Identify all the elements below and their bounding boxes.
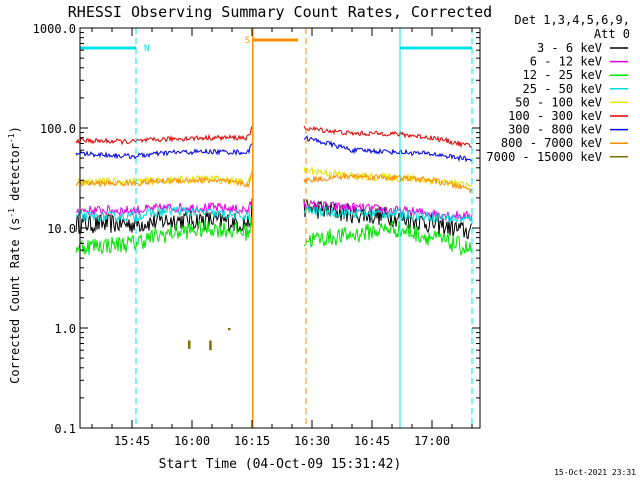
- series-line: [75, 172, 253, 189]
- night-label: N: [144, 44, 149, 54]
- low-energy-mark: [188, 340, 191, 349]
- saa-label: S: [245, 36, 250, 46]
- low-energy-mark: [209, 340, 212, 351]
- y-tick-label: 100.0: [40, 122, 76, 136]
- chart-title: RHESSI Observing Summary Count Rates, Co…: [68, 3, 492, 21]
- x-tick-label: 16:30: [294, 434, 330, 448]
- series-line: [75, 216, 253, 256]
- x-tick-label: 15:45: [114, 434, 150, 448]
- y-axis-label-sup2: -1: [7, 133, 16, 143]
- y-axis-label-main: Corrected Count Rate (s: [8, 218, 22, 384]
- y-axis-label-sup1: -1: [7, 208, 16, 218]
- series-25-50-kev: [75, 204, 473, 224]
- y-tick-label: 0.1: [54, 422, 76, 436]
- series-layer: [75, 125, 473, 257]
- series-line: [303, 125, 473, 149]
- legend-header-2: Att 0: [594, 27, 630, 41]
- series-line: [303, 166, 473, 189]
- legend-label: 100 - 300 keV: [508, 109, 602, 123]
- y-tick-label: 1000.0: [33, 22, 76, 36]
- series-line: [75, 204, 253, 223]
- series-line: [75, 126, 253, 146]
- series-line: [75, 143, 253, 160]
- x-tick-label: 16:15: [234, 434, 270, 448]
- y-tick-label: 1.0: [54, 322, 76, 336]
- series-line: [76, 198, 253, 217]
- legend-label: 50 - 100 keV: [515, 95, 602, 109]
- legend-label: 6 - 12 keV: [530, 55, 602, 69]
- y-axis-label-end: ): [8, 126, 22, 133]
- series-line: [303, 220, 473, 257]
- series-12-25-kev: [75, 216, 473, 257]
- y-tick-label: 10.0: [47, 222, 76, 236]
- x-tick-label: 16:00: [174, 434, 210, 448]
- legend-label: 25 - 50 keV: [523, 82, 602, 96]
- series-line: [303, 135, 473, 163]
- y-axis-label-mid: detector: [8, 143, 22, 208]
- series-300-800-kev: [75, 135, 473, 163]
- series-800-7000-kev: [75, 172, 473, 195]
- legend-label: 3 - 6 keV: [537, 41, 602, 55]
- low-energy-mark: [228, 328, 231, 331]
- legend-label: 7000 - 15000 keV: [486, 150, 602, 164]
- timestamp: 15-Oct-2021 23:31: [554, 468, 636, 477]
- series-100-300-kev: [75, 125, 473, 149]
- y-axis-label: Corrected Count Rate (s-1 detector-1): [7, 126, 22, 384]
- x-axis-label: Start Time (04-Oct-09 15:31:42): [159, 457, 402, 472]
- axes-layer: 1000.0 100.0 10.0 1.0 0.1 15:45 16:00 16:15 16:3…: [33, 22, 481, 448]
- x-tick-label: 16:45: [354, 434, 390, 448]
- series-line: [303, 172, 473, 195]
- series-line: [303, 205, 473, 224]
- legend-label: 300 - 800 keV: [508, 123, 602, 137]
- legend-label: 12 - 25 keV: [523, 68, 602, 82]
- x-tick-label: 17:00: [414, 434, 450, 448]
- legend-header-1: Det 1,3,4,5,6,9,: [514, 13, 630, 27]
- legend-label: 800 - 7000 keV: [501, 136, 602, 150]
